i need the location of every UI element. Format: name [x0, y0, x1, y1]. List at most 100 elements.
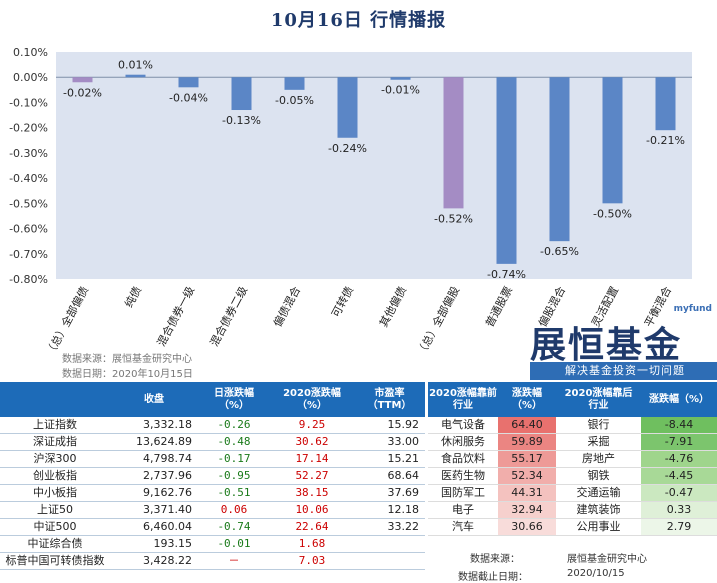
footer-source-value: 展恒基金研究中心	[567, 554, 647, 565]
index-close: 3,428.22	[110, 552, 198, 570]
data-label: -0.13%	[222, 114, 261, 127]
index-pe	[354, 535, 425, 553]
index-table-row: 中小板指 9,162.76 -0.51 38.15 37.69	[0, 484, 425, 502]
data-label: -0.02%	[63, 86, 102, 99]
brand-name: 展恒基金	[530, 324, 683, 366]
index-pe: 15.21	[354, 450, 425, 468]
index-ytd-change: 1.68	[270, 535, 354, 553]
bar	[337, 77, 358, 138]
brand-site: myfund	[673, 304, 712, 314]
index-pe: 33.22	[354, 518, 425, 536]
data-label: -0.21%	[646, 134, 685, 147]
x-tick-label: （总）全部偏股	[414, 284, 463, 359]
top-industry-change: 59.89	[498, 433, 556, 451]
y-tick-label: -0.50%	[9, 197, 48, 210]
bottom-industry-change: -0.47	[641, 484, 717, 502]
index-day-change: 0.06	[198, 501, 270, 519]
bar	[72, 77, 93, 83]
index-close: 193.15	[110, 535, 198, 553]
top-industry: 食品饮料	[428, 450, 498, 468]
industry-table-header: 2020涨幅靠前 行业	[428, 382, 498, 417]
data-label: -0.65%	[540, 245, 579, 258]
page-title: 10月16日 行情播报	[270, 10, 447, 31]
y-tick-label: -0.60%	[9, 223, 48, 236]
bottom-industry: 银行	[556, 417, 641, 434]
index-table-header	[0, 382, 110, 417]
index-name: 沪深300	[0, 450, 110, 468]
plot-area	[56, 52, 692, 279]
x-tick-label: 混合债券一级	[154, 284, 197, 349]
data-label: -0.04%	[169, 91, 208, 104]
bar	[178, 77, 199, 88]
index-pe: 33.00	[354, 433, 425, 451]
index-day-change: －	[198, 552, 270, 570]
index-close: 3,371.40	[110, 501, 198, 519]
top-industry: 医药生物	[428, 467, 498, 485]
index-day-change: -0.74	[198, 518, 270, 536]
bottom-industry: 交通运输	[556, 484, 641, 502]
index-pe: 68.64	[354, 467, 425, 485]
industry-table-header: 涨跌幅（%）	[498, 382, 556, 417]
index-name: 深证成指	[0, 433, 110, 451]
top-industry-change: 64.40	[498, 417, 556, 434]
footer-source-label: 数据来源：	[470, 554, 520, 565]
index-name: 上证50	[0, 501, 110, 519]
footer-date-value: 2020/10/15	[567, 568, 625, 579]
x-tick-label: 其他偏债	[376, 284, 409, 329]
index-day-change: -0.01	[198, 535, 270, 553]
index-table-row: 创业板指 2,737.96 -0.95 52.27 68.64	[0, 467, 425, 485]
index-name: 标普中国可转债指数	[0, 552, 110, 570]
index-name: 上证指数	[0, 417, 110, 434]
chart-date: 数据日期：2020年10月15日	[62, 369, 193, 380]
index-pe: 12.18	[354, 501, 425, 519]
bar	[602, 77, 623, 204]
top-industry-change: 30.66	[498, 518, 556, 536]
data-label: -0.05%	[275, 94, 314, 107]
x-tick-label: （总）全部偏债	[43, 284, 92, 359]
index-close: 3,332.18	[110, 417, 198, 434]
industry-table-row: 休闲服务 59.89 采掘 -7.91	[428, 433, 717, 451]
x-tick-label: 混合债券二级	[207, 284, 250, 349]
y-tick-label: 0.00%	[13, 71, 48, 84]
index-day-change: -0.48	[198, 433, 270, 451]
brand-slogan: 解决基金投资一切问题	[530, 362, 717, 380]
index-close: 4,798.74	[110, 450, 198, 468]
top-industry: 电子	[428, 501, 498, 519]
index-close: 9,162.76	[110, 484, 198, 502]
top-industry: 电气设备	[428, 417, 498, 434]
bar	[443, 77, 464, 209]
bar	[125, 74, 146, 78]
index-table-row: 中证500 6,460.04 -0.74 22.64 33.22	[0, 518, 425, 536]
bottom-industry-change: -4.76	[641, 450, 717, 468]
industry-table-header: 涨跌幅（%）	[641, 382, 717, 417]
data-label: -0.50%	[593, 207, 632, 220]
index-ytd-change: 17.14	[270, 450, 354, 468]
index-table: 收盘 日涨跌幅 （%） 2020涨跌幅 （%） 市盈率 （TTM） 上证指数 3,332.18…	[0, 382, 425, 570]
bar	[496, 77, 517, 264]
index-table-row: 中证综合债 193.15 -0.01 1.68	[0, 535, 425, 553]
fund-return-bar-chart: 0.10% 0.00% -0.10% -0.20% -0.30% -0.40% -0.50%…	[9, 46, 692, 359]
y-tick-label: -0.10%	[9, 96, 48, 109]
bottom-industry: 房地产	[556, 450, 641, 468]
index-name: 中小板指	[0, 484, 110, 502]
bottom-industry: 钢铁	[556, 467, 641, 485]
bar	[390, 77, 411, 80]
data-label: -0.52%	[434, 212, 473, 225]
index-table-row: 沪深300 4,798.74 -0.17 17.14 15.21	[0, 450, 425, 468]
index-ytd-change: 22.64	[270, 518, 354, 536]
data-label: -0.74%	[487, 268, 526, 281]
bar	[231, 77, 252, 111]
y-tick-label: -0.80%	[9, 273, 48, 286]
industry-table-row: 汽车 30.66 公用事业 2.79	[428, 518, 717, 536]
chart-source: 数据来源：展恒基金研究中心	[62, 354, 192, 365]
index-table-header: 收盘	[110, 382, 198, 417]
index-ytd-change: 52.27	[270, 467, 354, 485]
index-ytd-change: 7.03	[270, 552, 354, 570]
index-name: 中证综合债	[0, 535, 110, 553]
y-tick-label: -0.30%	[9, 147, 48, 160]
index-table-row: 上证指数 3,332.18 -0.26 9.25 15.92	[0, 417, 425, 434]
index-day-change: -0.95	[198, 467, 270, 485]
index-table-header: 日涨跌幅 （%）	[198, 382, 270, 417]
industry-table-row: 电气设备 64.40 银行 -8.44	[428, 417, 717, 434]
bottom-industry: 建筑装饰	[556, 501, 641, 519]
